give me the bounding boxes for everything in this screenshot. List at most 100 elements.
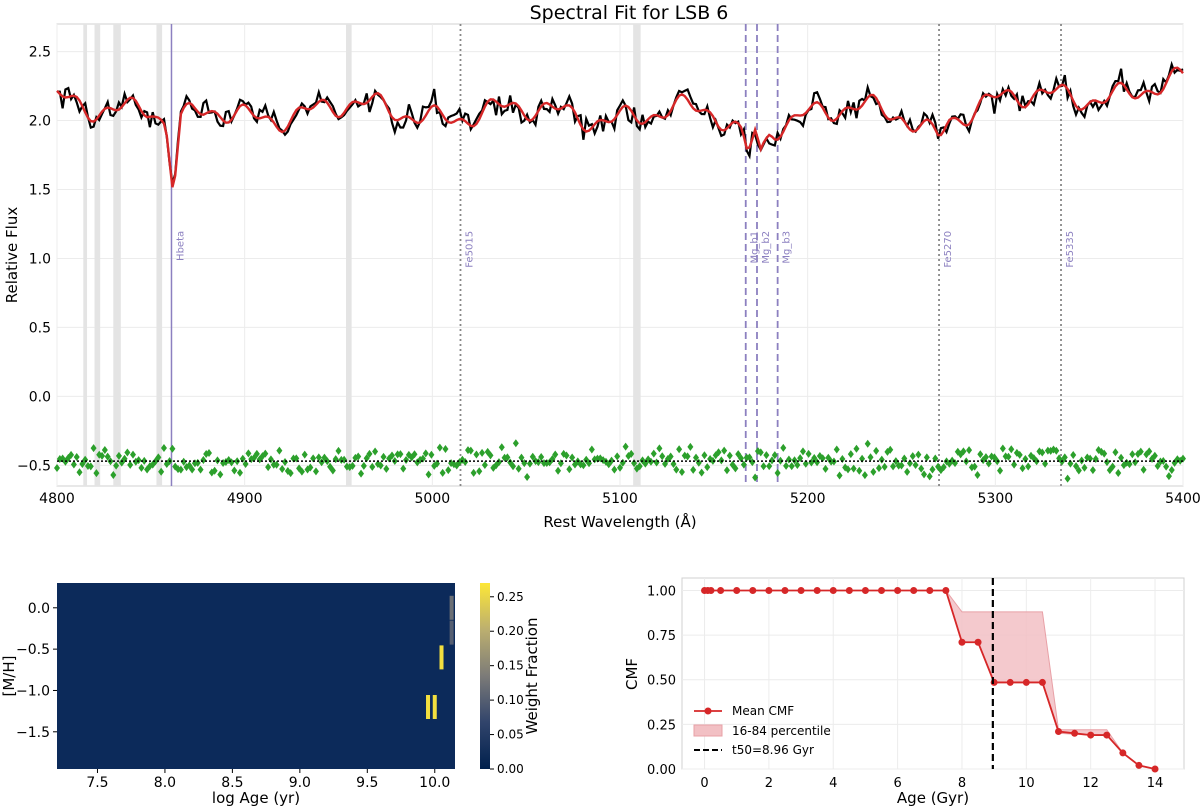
residual-point xyxy=(310,454,317,463)
residual-point xyxy=(1033,457,1040,466)
spectral-line-markers: Hbeta Fe5015 Mg_b1 Mg_b2 Mg_b3 Fe5270 Fe5335 xyxy=(170,24,1076,486)
mean-cmf-markers xyxy=(701,586,1159,773)
residual-point xyxy=(400,464,407,473)
residual-point xyxy=(279,464,286,473)
spectral-y-label: Relative Flux xyxy=(3,207,21,304)
residual-point xyxy=(580,461,587,470)
residual-point xyxy=(569,453,576,462)
cmf-y-label: CMF xyxy=(623,658,641,690)
residual-point xyxy=(746,453,753,462)
residual-point xyxy=(236,468,243,477)
residual-point xyxy=(298,467,305,476)
y-tick-label: 0.50 xyxy=(647,674,676,689)
cmf-point xyxy=(990,678,998,686)
residual-point xyxy=(130,450,137,459)
residual-point xyxy=(487,451,494,460)
residual-point xyxy=(678,467,685,476)
cmf-point xyxy=(894,586,902,594)
cmf-point xyxy=(942,586,950,594)
residual-point xyxy=(766,462,773,471)
cmf-point xyxy=(1022,678,1030,686)
residual-point xyxy=(177,465,184,474)
residual-point xyxy=(797,454,804,463)
residual-point xyxy=(788,462,795,471)
residual-point xyxy=(566,465,573,474)
residual-point xyxy=(552,450,559,459)
residual-point xyxy=(507,458,514,467)
y-tick-label: −0.5 xyxy=(17,458,51,474)
colorbar-tick-label: 0.00 xyxy=(497,762,524,776)
residual-point xyxy=(535,458,542,467)
cmf-point xyxy=(797,586,805,594)
residual-point xyxy=(439,468,446,477)
residual-point xyxy=(1016,450,1023,459)
residual-point xyxy=(929,465,936,474)
y-tick-label: 0.5 xyxy=(29,320,51,336)
residual-point xyxy=(377,461,384,470)
cmf-grid xyxy=(682,578,1184,770)
x-tick-label: 5100 xyxy=(602,491,638,507)
residual-point xyxy=(206,449,213,458)
residual-point xyxy=(1064,474,1071,483)
residual-point xyxy=(723,466,730,475)
cmf-point xyxy=(829,586,837,594)
residual-point xyxy=(538,453,545,462)
masked-region xyxy=(346,24,352,486)
spectral-line-label: Fe5335 xyxy=(1065,231,1076,268)
residual-point xyxy=(1137,447,1144,456)
x-tick-label: 8.0 xyxy=(154,775,176,791)
residual-point xyxy=(563,451,570,460)
masked-region xyxy=(94,24,101,486)
residual-point xyxy=(211,466,218,475)
cmf-point xyxy=(1119,749,1127,757)
residual-point xyxy=(287,469,294,478)
cmf-point xyxy=(781,586,789,594)
colorbar-ticks: 0.00 0.05 0.10 0.15 0.20 0.25 xyxy=(490,590,524,776)
colorbar xyxy=(480,583,490,769)
residual-point xyxy=(335,446,342,455)
residual-point xyxy=(110,470,117,479)
residual-point xyxy=(802,459,809,468)
residual-point xyxy=(504,453,511,462)
residual-point xyxy=(833,445,840,454)
colorbar-tick-label: 0.20 xyxy=(497,624,524,638)
x-tick-label: 4900 xyxy=(227,491,263,507)
residual-point xyxy=(383,464,390,473)
residual-point xyxy=(881,462,888,471)
residual-point xyxy=(918,464,925,473)
masked-region xyxy=(83,24,88,486)
residual-point xyxy=(732,464,739,473)
residual-point xyxy=(966,446,973,455)
model-spectrum-line xyxy=(56,66,1184,188)
residual-point xyxy=(636,462,643,471)
residual-point xyxy=(701,451,708,460)
residual-point xyxy=(124,448,131,457)
residual-point xyxy=(265,463,272,472)
residual-point xyxy=(622,442,629,451)
y-tick-label: 1.00 xyxy=(647,584,676,599)
x-tick-label: 4 xyxy=(829,776,837,791)
residual-point xyxy=(518,453,525,462)
residual-point xyxy=(54,463,60,472)
residual-point xyxy=(515,464,522,473)
colorbar-tick-label: 0.10 xyxy=(497,693,524,707)
residual-point xyxy=(780,443,787,452)
residual-point xyxy=(1146,447,1153,456)
x-tick-label: 8.5 xyxy=(221,775,243,791)
heatmap-ticks: 7.5 8.0 8.5 9.0 9.5 10.0 −1.5 −1.0 −0.5 0.0 xyxy=(16,601,450,791)
colorbar-label: Weight Fraction xyxy=(523,618,541,735)
residual-point xyxy=(329,466,336,475)
x-tick-label: 5300 xyxy=(978,491,1014,507)
residual-point xyxy=(673,465,680,474)
residual-point xyxy=(411,450,418,459)
residual-point xyxy=(1115,468,1122,477)
cmf-point xyxy=(926,586,934,594)
residual-point xyxy=(1053,446,1060,455)
residual-point xyxy=(608,456,615,465)
residual-point xyxy=(138,463,145,472)
residual-point xyxy=(853,444,860,453)
x-tick-label: 12 xyxy=(1082,776,1099,791)
residual-point xyxy=(709,456,716,465)
residual-point xyxy=(141,456,148,465)
